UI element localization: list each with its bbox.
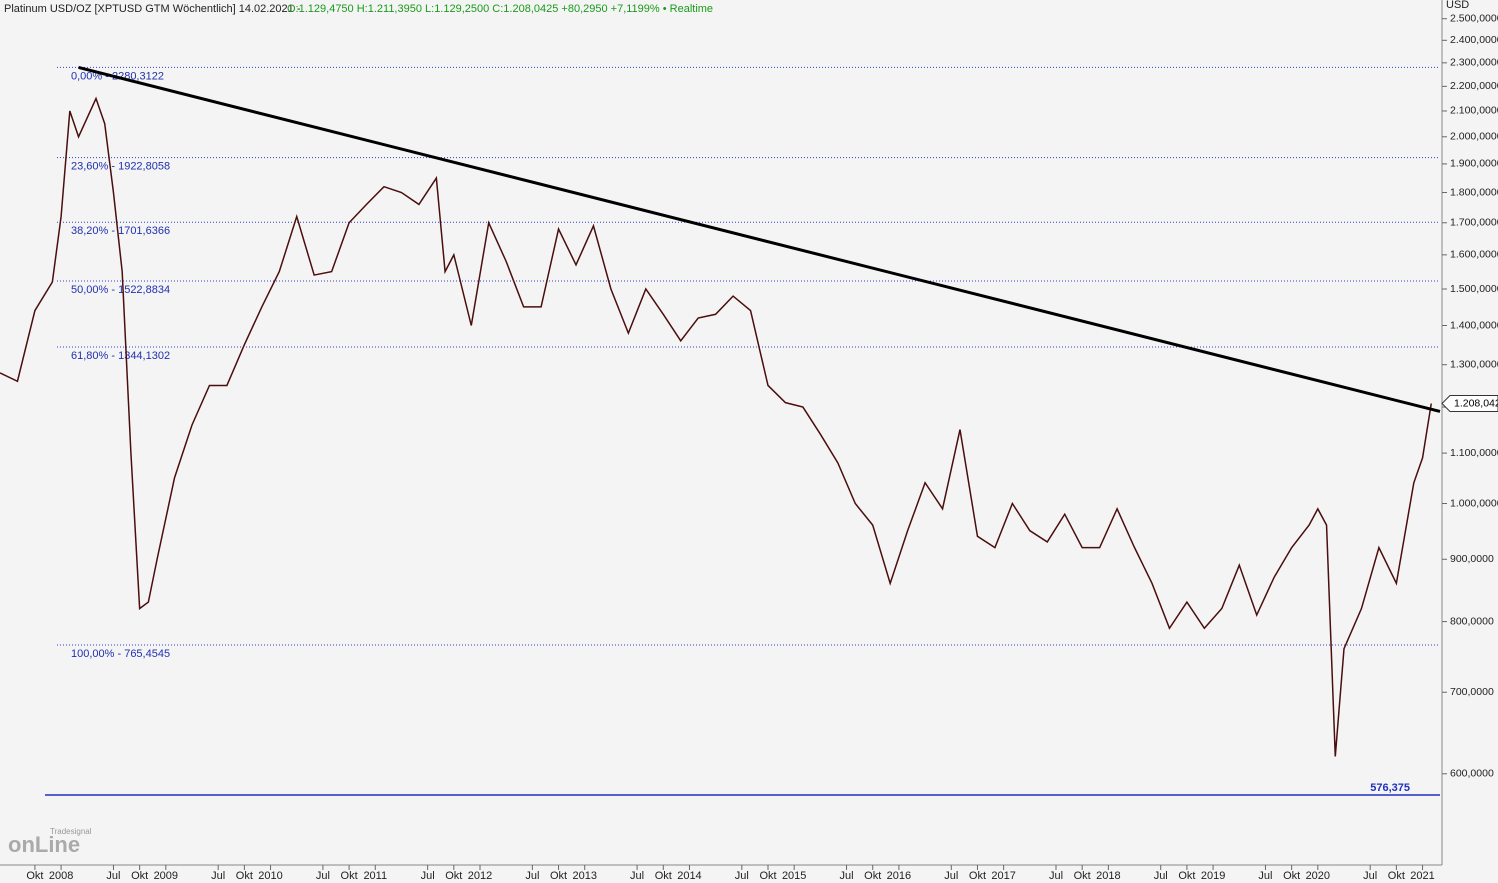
x-tick-label: Okt bbox=[341, 870, 358, 882]
fib-label: 38,20% - 1701,6366 bbox=[71, 225, 170, 237]
x-tick-label: 2014 bbox=[677, 870, 701, 882]
y-tick-label: 1.900,0000 bbox=[1450, 158, 1498, 170]
x-tick-label: Jul bbox=[944, 870, 958, 882]
x-tick-label: 2011 bbox=[363, 870, 387, 882]
y-tick-label: 1.000,0000 bbox=[1450, 497, 1498, 509]
x-tick-label: 2018 bbox=[1096, 870, 1120, 882]
x-tick-label: Jul bbox=[525, 870, 539, 882]
header: Platinum USD/OZ [XPTUSD GTM Wöchentlich]… bbox=[4, 3, 301, 15]
x-tick-label: Okt bbox=[864, 870, 881, 882]
x-tick-label: Jul bbox=[1363, 870, 1377, 882]
x-tick-label: Okt bbox=[131, 870, 148, 882]
y-tick-label: 2.400,0000 bbox=[1450, 34, 1498, 46]
x-tick-label: Okt bbox=[1178, 870, 1195, 882]
y-axis-label: USD bbox=[1446, 0, 1469, 11]
y-tick-label: 1.700,0000 bbox=[1450, 217, 1498, 229]
x-tick-label: Jul bbox=[735, 870, 749, 882]
x-tick-label: 2019 bbox=[1201, 870, 1225, 882]
x-tick-label: 2008 bbox=[49, 870, 73, 882]
x-tick-label: Okt bbox=[1074, 870, 1091, 882]
x-tick-label: Jul bbox=[211, 870, 225, 882]
x-tick-label: Jul bbox=[106, 870, 120, 882]
x-tick-label: Okt bbox=[1283, 870, 1300, 882]
x-tick-label: Jul bbox=[630, 870, 644, 882]
quote: O:1.129,4750 H:1.211,3950 L:1.129,2500 C… bbox=[287, 3, 713, 15]
x-tick-label: Okt bbox=[759, 870, 776, 882]
x-tick-label: Jul bbox=[840, 870, 854, 882]
y-tick-label: 900,0000 bbox=[1450, 553, 1494, 565]
x-tick-label: Okt bbox=[655, 870, 672, 882]
y-tick-label: 1.500,0000 bbox=[1450, 283, 1498, 295]
fib-label: 100,00% - 765,4545 bbox=[71, 648, 170, 660]
fib-label: 23,60% - 1922,8058 bbox=[71, 161, 170, 173]
x-tick-label: 2016 bbox=[887, 870, 911, 882]
y-tick-label: 800,0000 bbox=[1450, 615, 1494, 627]
fib-label: 50,00% - 1522,8834 bbox=[71, 284, 170, 296]
y-tick-label: 1.100,0000 bbox=[1450, 447, 1498, 459]
x-tick-label: Okt bbox=[1388, 870, 1405, 882]
y-tick-label: 600,0000 bbox=[1450, 768, 1494, 780]
x-tick-label: 2010 bbox=[258, 870, 282, 882]
x-tick-label: 2015 bbox=[782, 870, 806, 882]
y-tick-label: 1.800,0000 bbox=[1450, 186, 1498, 198]
y-tick-label: 2.500,0000 bbox=[1450, 12, 1498, 24]
price-label: 1.208,042 bbox=[1454, 397, 1498, 409]
x-tick-label: Okt bbox=[445, 870, 462, 882]
logo: onLine bbox=[8, 832, 80, 857]
x-tick-label: Okt bbox=[969, 870, 986, 882]
y-tick-label: 2.300,0000 bbox=[1450, 57, 1498, 69]
trendline bbox=[78, 65, 1441, 413]
x-tick-label: 2013 bbox=[572, 870, 596, 882]
y-tick-label: 1.600,0000 bbox=[1450, 249, 1498, 261]
low-label: 576,375 bbox=[1370, 782, 1410, 794]
x-tick-label: Okt bbox=[26, 870, 43, 882]
x-tick-label: Jul bbox=[1258, 870, 1272, 882]
x-tick-label: 2012 bbox=[468, 870, 492, 882]
price-line bbox=[0, 96, 1433, 757]
x-tick-label: 2009 bbox=[154, 870, 178, 882]
x-tick-label: Jul bbox=[1049, 870, 1063, 882]
y-tick-label: 1.400,0000 bbox=[1450, 319, 1498, 331]
x-tick-label: Okt bbox=[550, 870, 567, 882]
x-tick-label: Okt bbox=[236, 870, 253, 882]
fib-label: 61,80% - 1344,1302 bbox=[71, 350, 170, 362]
y-tick-label: 2.200,0000 bbox=[1450, 80, 1498, 92]
x-tick-label: Jul bbox=[316, 870, 330, 882]
y-tick-label: 700,0000 bbox=[1450, 686, 1494, 698]
x-tick-label: 2017 bbox=[991, 870, 1015, 882]
logo-small: Tradesignal bbox=[50, 827, 92, 836]
x-tick-label: 2020 bbox=[1306, 870, 1330, 882]
y-tick-label: 2.100,0000 bbox=[1450, 105, 1498, 117]
x-tick-label: 2021 bbox=[1410, 870, 1434, 882]
price-marker bbox=[1441, 395, 1498, 413]
x-tick-label: Jul bbox=[1154, 870, 1168, 882]
y-tick-label: 2.000,0000 bbox=[1450, 131, 1498, 143]
y-tick-label: 1.300,0000 bbox=[1450, 358, 1498, 370]
x-tick-label: Jul bbox=[421, 870, 435, 882]
